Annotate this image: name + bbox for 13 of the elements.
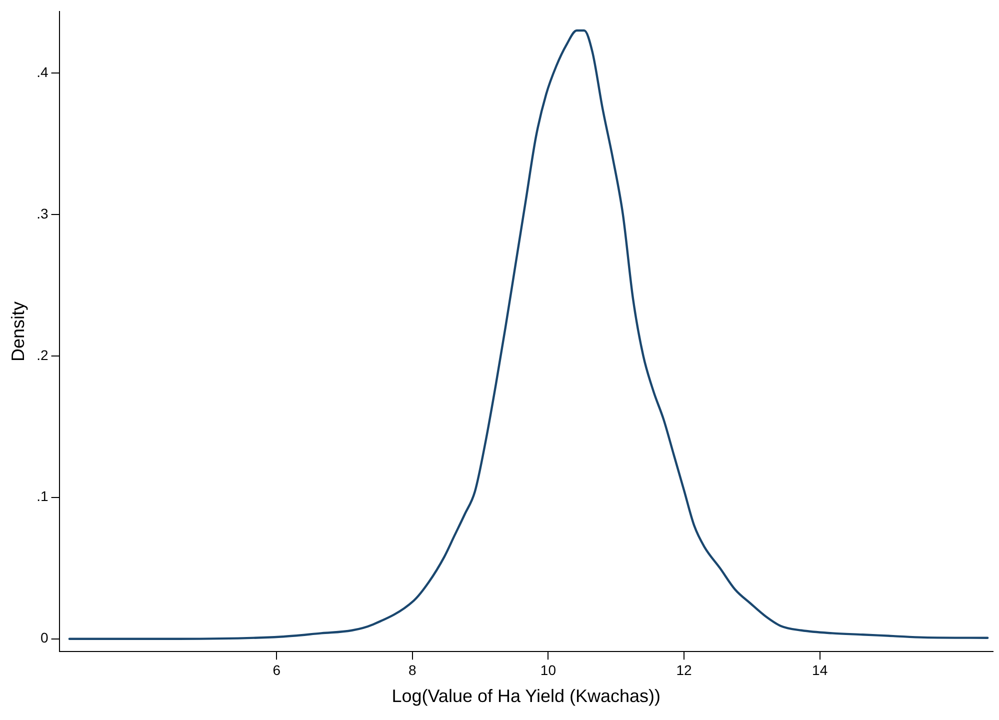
y-tick-label: .4 [36, 64, 48, 80]
x-tick-label: 6 [272, 662, 281, 678]
x-tick-label: 14 [812, 662, 828, 678]
line-series [68, 29, 989, 640]
y-tick-label: 0 [40, 630, 48, 646]
x-tick-label: 8 [408, 662, 416, 678]
x-tick-label: 10 [540, 662, 556, 678]
y-tick-label: .1 [36, 488, 48, 504]
x-axis-title: Log(Value of Ha Yield (Kwachas)) [392, 686, 661, 706]
y-tick-label: .2 [36, 346, 48, 363]
y-tick-label: .3 [36, 205, 48, 222]
y-axis-title: Density [8, 301, 28, 362]
x-tick-label: 12 [676, 662, 692, 678]
